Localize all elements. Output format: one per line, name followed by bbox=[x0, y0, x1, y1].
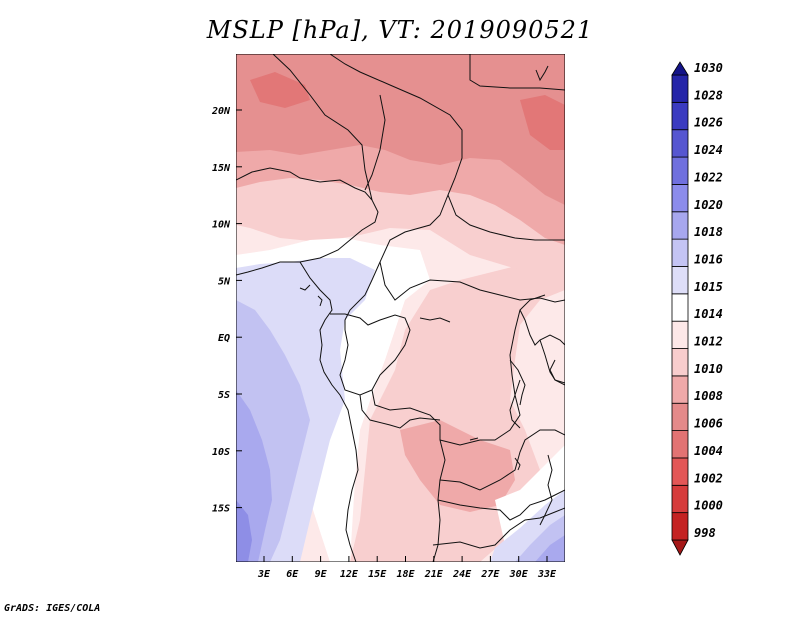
lon-tick-label: 21E bbox=[424, 569, 444, 580]
lon-tick-label: 9E bbox=[315, 569, 328, 580]
colorbar-swatch bbox=[671, 184, 689, 213]
colorbar-label: 1008 bbox=[694, 389, 723, 403]
pressure-field-1006-east bbox=[520, 95, 565, 150]
lon-tick-label: 6E bbox=[286, 569, 299, 580]
colorbar-label: 1014 bbox=[694, 307, 723, 321]
map-area bbox=[236, 54, 565, 562]
lon-tick-label: 15E bbox=[368, 569, 387, 580]
lat-tick-label: 5N bbox=[218, 276, 231, 287]
colorbar-swatch bbox=[671, 293, 689, 322]
colorbar-label: 1006 bbox=[694, 417, 723, 431]
pressure-field-1022 bbox=[236, 500, 252, 562]
lat-tick-label: 15S bbox=[212, 504, 230, 515]
lat-tick-label: 5S bbox=[218, 390, 230, 401]
colorbar-swatch bbox=[671, 375, 689, 404]
colorbar-swatch bbox=[671, 156, 689, 185]
political-borders bbox=[236, 54, 565, 562]
chart-title: MSLP [hPa], VT: 2019090521 bbox=[206, 16, 594, 44]
lon-tick-label: 33E bbox=[537, 569, 557, 580]
lon-tick-label: 27E bbox=[480, 569, 500, 580]
colorbar-swatch bbox=[671, 320, 689, 349]
grads-credit: GrADS: IGES/COLA bbox=[4, 603, 101, 614]
lat-tick-label: EQ bbox=[218, 333, 230, 344]
colorbar-label: 1002 bbox=[694, 471, 723, 485]
pressure-field-1012 bbox=[236, 54, 565, 562]
colorbar-swatch bbox=[671, 512, 689, 541]
colorbar-swatch bbox=[671, 402, 689, 431]
colorbar-swatch-top-arrow bbox=[671, 61, 689, 76]
pressure-field-1020-east bbox=[535, 535, 565, 562]
colorbar-label: 1024 bbox=[694, 143, 723, 157]
colorbar-label: 1022 bbox=[694, 170, 723, 184]
colorbar-swatch bbox=[671, 484, 689, 514]
lat-tick-label: 20N bbox=[211, 106, 231, 117]
colorbar-swatch-bottom-arrow bbox=[671, 539, 689, 556]
lon-tick-label: 30E bbox=[509, 569, 529, 580]
colorbar-label: 1010 bbox=[694, 362, 723, 376]
colorbar-label: 998 bbox=[694, 526, 716, 540]
pressure-field-1010-south bbox=[400, 420, 515, 512]
colorbar-label: 1016 bbox=[694, 252, 723, 266]
colorbar-swatch bbox=[671, 211, 689, 240]
colorbar-swatch bbox=[671, 430, 689, 459]
colorbar-label: 1018 bbox=[694, 225, 723, 239]
colorbar-label: 1012 bbox=[694, 335, 723, 349]
lat-tick-label: 15N bbox=[212, 163, 231, 174]
colorbar-label: 1026 bbox=[694, 116, 723, 130]
colorbar-swatch bbox=[671, 74, 689, 103]
lon-tick-label: 24E bbox=[452, 569, 472, 580]
colorbar-swatch bbox=[671, 238, 689, 267]
colorbar: 998 1000 1002 1004 1006 1008 1010 1012 1014 1015 1… bbox=[671, 61, 723, 556]
colorbar-swatch bbox=[671, 457, 689, 486]
lat-tick-label: 10S bbox=[212, 447, 230, 458]
lon-tick-label: 12E bbox=[340, 569, 359, 580]
lon-tick-label: 3E bbox=[257, 569, 271, 580]
pressure-field-1006 bbox=[250, 72, 310, 108]
colorbar-swatch bbox=[671, 101, 689, 131]
colorbar-swatch bbox=[671, 266, 689, 295]
lat-tick-label: 10N bbox=[212, 220, 231, 231]
longitude-axis: 3E 6E 9E 12E 15E 18E 21E 24E 27E 30E 33E bbox=[257, 556, 557, 580]
colorbar-label: 1004 bbox=[694, 444, 723, 458]
colorbar-label: 1015 bbox=[694, 280, 723, 294]
lon-tick-label: 18E bbox=[396, 569, 415, 580]
colorbar-label: 1000 bbox=[694, 499, 723, 513]
colorbar-swatch bbox=[671, 348, 689, 377]
pressure-field-1008 bbox=[236, 54, 565, 205]
latitude-axis: 20N 15N 10N 5N EQ 5S 10S 15S bbox=[211, 106, 242, 515]
colorbar-label: 1030 bbox=[694, 61, 723, 75]
colorbar-label: 1020 bbox=[694, 198, 723, 212]
colorbar-swatch bbox=[671, 129, 689, 158]
colorbar-label: 1028 bbox=[694, 88, 723, 102]
